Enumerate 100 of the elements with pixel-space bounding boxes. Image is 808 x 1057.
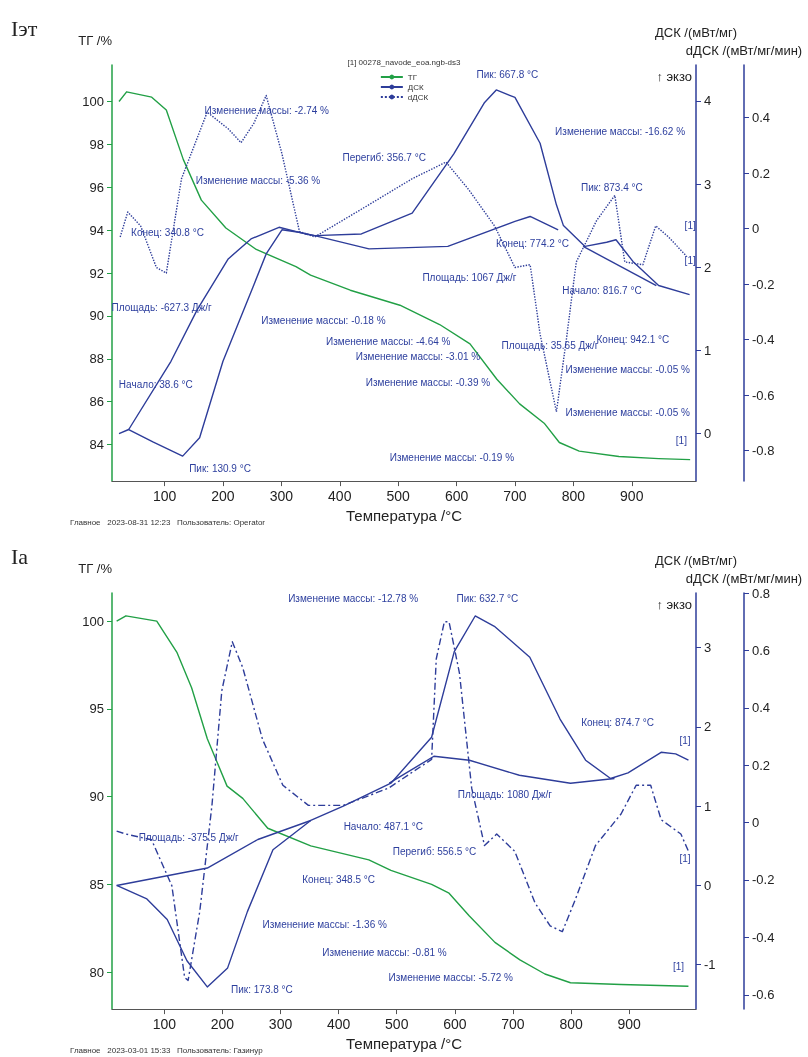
text: Главное 2023-03-01 15:33 Пользователь: Газинур bbox=[70, 1045, 264, 1055]
annotation: Пик: 667.8 °C bbox=[476, 69, 539, 81]
annotation: Изменение массы: -0.18 % bbox=[261, 314, 386, 326]
x-tick-label: 100 bbox=[152, 488, 177, 505]
y-tick-label: 100 bbox=[82, 93, 104, 109]
y3-axis-title: dДСК /(мВт/мг/мин) bbox=[685, 43, 803, 58]
y3-tick-label: 0 bbox=[752, 815, 760, 831]
y2-tick-label: 0 bbox=[704, 426, 712, 442]
x-tick-label: 700 bbox=[501, 1016, 525, 1033]
x-axis-title: Температура /°C bbox=[345, 1035, 463, 1052]
legend-label: ТГ bbox=[407, 72, 418, 82]
x-tick-label: 900 bbox=[620, 488, 644, 505]
y-tick-label: 96 bbox=[89, 179, 104, 195]
annotation: [1] bbox=[673, 961, 685, 973]
y-tick-label: 90 bbox=[89, 308, 104, 324]
y2-tick-label: 1 bbox=[704, 798, 712, 814]
y3-tick-label: -0.4 bbox=[752, 929, 775, 945]
annotation: Изменение массы: -0.81 % bbox=[322, 947, 447, 959]
annotation: Изменение массы: -4.64 % bbox=[326, 336, 451, 348]
y3-axis-title: dДСК /(мВт/мг/мин) bbox=[685, 571, 803, 586]
x-tick-label: 100 bbox=[152, 1016, 177, 1033]
y2-tick-label: 3 bbox=[704, 176, 712, 192]
annotation: ↑ экзо bbox=[656, 597, 692, 612]
annotation: Изменение массы: -0.39 % bbox=[365, 376, 491, 388]
x-tick-label: 500 bbox=[385, 1016, 409, 1033]
y-tick-label: 95 bbox=[89, 701, 104, 717]
annotation: [1] bbox=[679, 734, 691, 746]
y3-tick-label: 0.4 bbox=[752, 110, 771, 126]
x-tick-label: 300 bbox=[269, 488, 294, 505]
x-tick-label: 600 bbox=[444, 488, 469, 505]
y3-tick-label: 0.4 bbox=[752, 700, 771, 716]
annotation: Изменение массы: -0.05 % bbox=[565, 364, 690, 376]
annotation: Конец: 774.2 °C bbox=[496, 237, 569, 249]
x-tick-label: 600 bbox=[443, 1016, 467, 1033]
y2-tick-label: 3 bbox=[704, 640, 712, 656]
y-tick-label: 100 bbox=[82, 613, 104, 629]
annotation: Изменение массы: -1.36 % bbox=[262, 919, 387, 931]
y2-tick-label: -1 bbox=[704, 957, 716, 973]
annotation: [1] bbox=[679, 852, 691, 864]
y-tick-label: 88 bbox=[89, 351, 104, 367]
y-tick-label: 85 bbox=[89, 876, 104, 892]
annotation: Изменение массы: -5.36 % bbox=[195, 175, 321, 187]
annotation: Пик: 173.8 °C bbox=[231, 984, 293, 996]
x-tick-label: 800 bbox=[561, 488, 586, 505]
y-tick-label: 94 bbox=[89, 222, 104, 238]
annotation: Начало: 816.7 °C bbox=[562, 284, 642, 296]
annotation: Изменение массы: -2.74 % bbox=[204, 104, 330, 116]
annotation: Изменение массы: -3.01 % bbox=[355, 351, 481, 363]
y3-tick-label: 0.8 bbox=[752, 585, 771, 601]
y-tick-label: 98 bbox=[89, 136, 104, 152]
annotation: Начало: 487.1 °C bbox=[343, 821, 424, 833]
y3-tick-label: -0.8 bbox=[752, 443, 775, 459]
annotation: Перегиб: 356.7 °C bbox=[342, 151, 426, 163]
legend-label: dДСК bbox=[407, 92, 429, 102]
y-tick-label: 80 bbox=[89, 964, 104, 980]
x-tick-label: 400 bbox=[328, 488, 352, 505]
annotation: Пик: 130.9 °C bbox=[189, 462, 251, 474]
annotation: [1] bbox=[675, 434, 688, 446]
x-tick-label: 200 bbox=[210, 1016, 235, 1033]
text: Главное 2023-08-31 12:23 Пользователь: Operator bbox=[70, 517, 266, 527]
annotation: Конец: 340.8 °C bbox=[131, 226, 204, 238]
y2-tick-label: 0 bbox=[704, 877, 712, 893]
y2-tick-label: 2 bbox=[704, 259, 712, 275]
x-tick-label: 700 bbox=[503, 488, 527, 505]
legend-label: ДСК bbox=[407, 82, 425, 92]
annotation: Изменение массы: -0.05 % bbox=[565, 406, 690, 418]
y2-tick-label: 4 bbox=[704, 93, 712, 109]
legend-title: [1] 00278_navode_eoa.ngb-ds3 bbox=[347, 57, 462, 67]
y3-tick-label: -0.6 bbox=[752, 387, 775, 403]
annotation: Площадь: -375.5 Дж/г bbox=[138, 831, 240, 843]
annotation: Перегиб: 556.5 °C bbox=[392, 845, 477, 857]
y3-tick-label: -0.6 bbox=[752, 987, 775, 1003]
annotation: Площадь: 1080 Дж/г bbox=[457, 789, 553, 801]
x-tick-label: 400 bbox=[326, 1016, 351, 1033]
x-tick-label: 900 bbox=[617, 1016, 642, 1033]
y2-axis-title: ДСК /(мВт/мг) bbox=[654, 25, 738, 40]
annotation: Изменение массы: -12.78 % bbox=[288, 592, 419, 604]
annotation: Начало: 38.6 °C bbox=[118, 379, 193, 391]
annotation: Изменение массы: -5.72 % bbox=[388, 972, 514, 983]
chart-title: Iэт bbox=[11, 15, 38, 41]
y-tick-label: 86 bbox=[89, 394, 104, 410]
annotation: ↑ экзо bbox=[656, 69, 692, 84]
annotation: Площадь: 1067 Дж/г bbox=[422, 271, 517, 283]
y-tick-label: 84 bbox=[89, 437, 104, 453]
annotation: Пик: 873.4 °C bbox=[581, 181, 643, 193]
annotation: [1] bbox=[684, 220, 696, 232]
y-tick-label: 92 bbox=[89, 265, 104, 281]
x-axis-title: Температура /°C bbox=[345, 507, 463, 524]
x-tick-label: 300 bbox=[268, 1016, 293, 1033]
annotation: Изменение массы: -16.62 % bbox=[555, 125, 686, 137]
y3-tick-label: 0.6 bbox=[752, 642, 771, 658]
y2-tick-label: 2 bbox=[704, 719, 712, 735]
y3-tick-label: 0.2 bbox=[752, 757, 771, 773]
x-tick-label: 200 bbox=[211, 488, 235, 505]
y3-tick-label: -0.2 bbox=[752, 276, 775, 292]
y3-tick-label: -0.2 bbox=[752, 872, 775, 888]
y3-tick-label: 0 bbox=[752, 221, 760, 237]
annotation: Конец: 348.5 °C bbox=[302, 873, 376, 885]
annotation: Конец: 942.1 °C bbox=[596, 334, 670, 346]
y3-tick-label: 0.2 bbox=[752, 165, 771, 181]
